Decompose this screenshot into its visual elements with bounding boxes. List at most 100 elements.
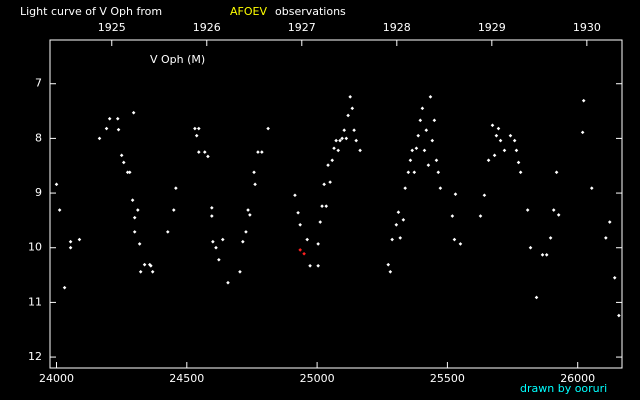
star-label: V Oph (M) <box>150 53 205 66</box>
data-point <box>401 218 406 222</box>
x2-tick-label: 1926 <box>193 21 221 34</box>
data-point <box>478 214 483 218</box>
data-point <box>97 136 102 141</box>
data-point <box>458 242 463 246</box>
y-tick-label: 10 <box>28 241 42 254</box>
data-point <box>220 237 225 242</box>
data-point <box>322 182 326 187</box>
data-point <box>149 263 153 268</box>
data-point <box>332 146 336 151</box>
data-point <box>508 133 513 138</box>
data-point <box>171 208 176 212</box>
data-point <box>398 236 403 240</box>
data-point <box>346 113 350 118</box>
data-point <box>540 253 545 257</box>
data-point <box>210 214 214 218</box>
data-point <box>589 186 594 190</box>
data-point <box>256 150 260 154</box>
data-point <box>580 130 585 135</box>
data-point <box>252 170 256 175</box>
x-tick-label: 26000 <box>560 372 595 385</box>
data-point <box>342 128 347 132</box>
data-point <box>330 158 335 163</box>
data-point <box>396 210 401 214</box>
data-point <box>115 116 120 121</box>
y-tick-label: 12 <box>28 350 42 363</box>
data-point <box>308 263 312 268</box>
data-point <box>528 245 533 250</box>
data-point <box>104 126 109 131</box>
data-point <box>390 237 394 242</box>
data-point <box>116 127 121 132</box>
data-point <box>358 148 362 153</box>
data-point <box>324 204 329 208</box>
data-point <box>241 239 245 244</box>
data-point <box>486 158 491 163</box>
data-point <box>340 136 344 141</box>
data-point <box>248 213 252 217</box>
data-point <box>452 237 457 242</box>
data-point <box>132 215 137 220</box>
x-tick-label: 25500 <box>430 372 465 385</box>
y-tick-label: 7 <box>35 77 42 90</box>
data-point <box>498 138 503 143</box>
chart-title-highlight: AFOEV <box>230 5 267 18</box>
data-point <box>525 208 530 212</box>
x2-tick-label: 1928 <box>383 21 411 34</box>
data-point <box>551 208 556 212</box>
data-point <box>206 154 210 159</box>
data-point <box>412 170 417 175</box>
data-point <box>348 95 353 99</box>
data-point <box>298 248 302 252</box>
data-point <box>266 126 270 131</box>
data-point <box>260 150 264 154</box>
data-point <box>422 148 427 153</box>
data-point <box>388 269 393 274</box>
data-point <box>214 245 218 250</box>
data-point <box>136 208 140 212</box>
data-point <box>434 158 439 163</box>
data-point <box>426 163 431 167</box>
data-point <box>428 95 433 99</box>
x2-tick-label: 1927 <box>288 21 316 34</box>
data-point <box>193 126 197 131</box>
data-point <box>548 236 553 240</box>
data-point <box>253 182 257 187</box>
chart-title-suffix: observations <box>275 5 346 18</box>
data-point <box>612 276 617 280</box>
data-point <box>604 236 608 240</box>
credit: drawn by ooruri <box>520 382 607 395</box>
data-point <box>450 214 455 218</box>
data-point <box>119 153 124 158</box>
data-point <box>326 163 330 167</box>
data-point <box>482 193 487 198</box>
data-point <box>334 138 338 143</box>
data-point <box>305 237 310 242</box>
data-point <box>68 239 73 244</box>
data-point <box>338 138 342 143</box>
data-point <box>336 148 341 153</box>
data-point <box>516 160 521 165</box>
data-point <box>217 257 221 262</box>
data-point <box>430 138 435 143</box>
data-point <box>210 206 214 210</box>
data-point <box>432 118 437 123</box>
x2-tick-label: 1929 <box>478 21 506 34</box>
data-point <box>194 133 199 138</box>
data-point <box>514 148 519 153</box>
data-point <box>436 170 441 175</box>
data-point <box>350 106 355 111</box>
data-point <box>496 126 501 131</box>
data-point <box>246 208 250 212</box>
data-point <box>54 182 59 187</box>
data-point <box>492 153 497 158</box>
data-point <box>418 118 423 123</box>
data-point <box>131 110 136 115</box>
data-point <box>62 285 67 290</box>
data-point <box>554 170 559 175</box>
data-point <box>490 123 495 128</box>
data-point <box>408 158 413 163</box>
data-point <box>316 242 320 246</box>
data-point <box>316 263 320 268</box>
